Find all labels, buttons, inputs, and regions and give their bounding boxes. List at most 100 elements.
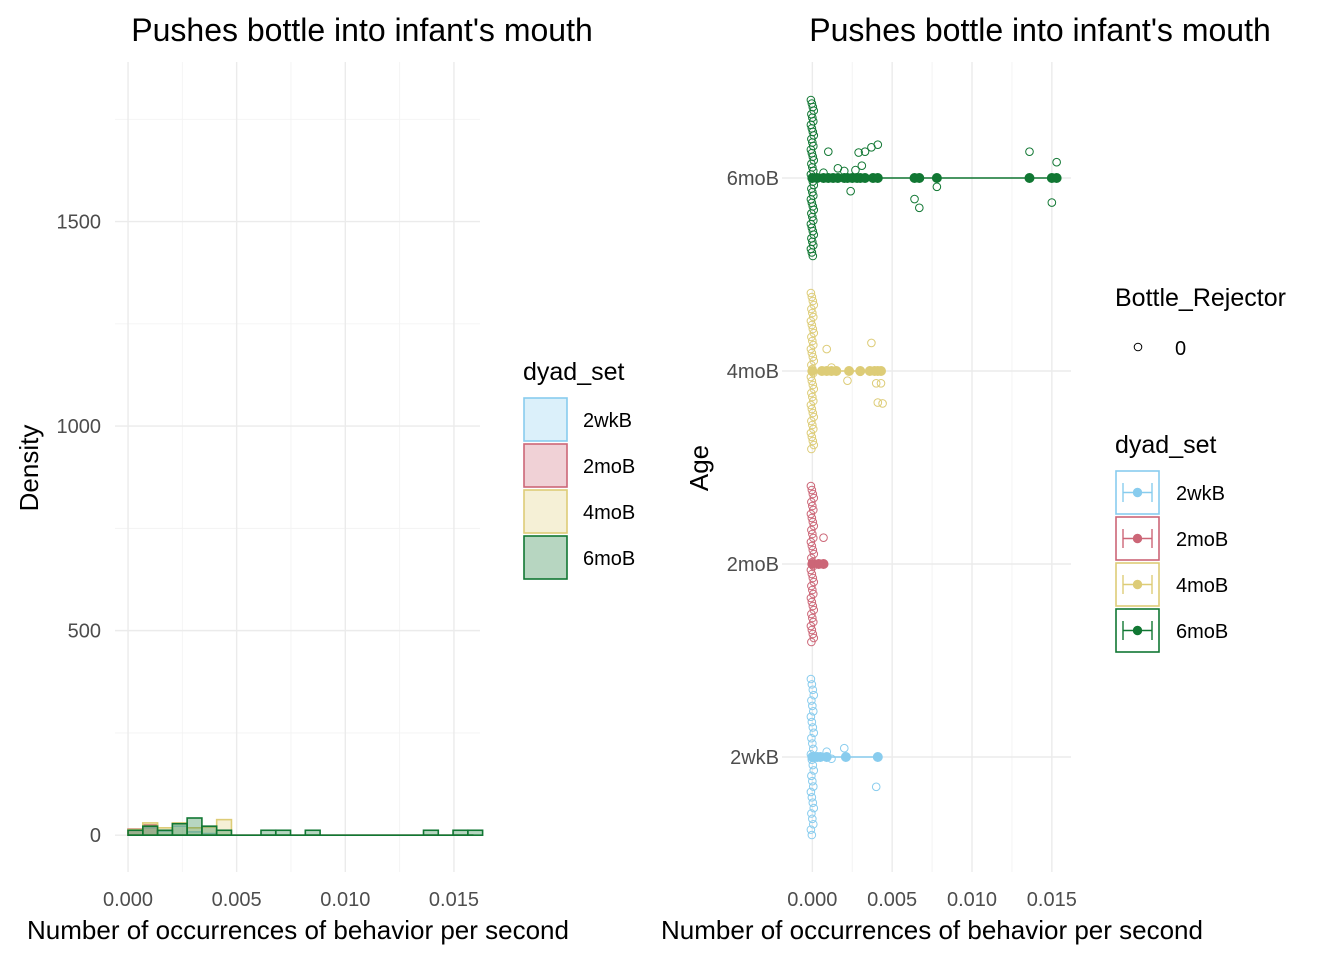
histogram-bar-6moB bbox=[156, 829, 174, 836]
histogram-panel: 0 500 1000 1500 0.000 0.005 0.010 0.015 Pushes… bbox=[14, 12, 635, 945]
histogram-bar-6moB bbox=[452, 829, 469, 836]
dyad-set-legend-key-2moB bbox=[1115, 516, 1160, 561]
jitter-point-2wkB bbox=[808, 776, 817, 786]
mean-point-6moB bbox=[1051, 173, 1062, 183]
histogram-bar-6moB bbox=[186, 817, 203, 836]
jitter-point-2wkB bbox=[807, 809, 816, 818]
jitter-point-2wkB bbox=[809, 728, 819, 738]
jitter-point-2wkB bbox=[808, 739, 817, 748]
histogram-legend-label: 2moB bbox=[583, 456, 635, 478]
histogram-y-tick-label: 1000 bbox=[57, 416, 102, 438]
jitter-point-2moB bbox=[807, 485, 817, 495]
mean-point-4moB bbox=[875, 366, 886, 376]
jitter-point-2wkB bbox=[806, 825, 816, 834]
jitter-point-6moB bbox=[854, 148, 863, 157]
dyad-set-legend-key-4moB bbox=[1115, 562, 1160, 607]
jitter-x-axis-title: Number of occurrences of behavior per se… bbox=[661, 915, 1203, 945]
jitter-point-2wkB bbox=[808, 706, 818, 716]
jitter-point-2wkB bbox=[807, 696, 816, 705]
jitter-point-2moB bbox=[807, 597, 817, 607]
histogram-y-tick-label: 1500 bbox=[57, 212, 102, 234]
histogram-y-tick-label: 500 bbox=[68, 621, 101, 643]
jitter-point-4moB bbox=[806, 316, 816, 326]
jitter-point-4moB bbox=[808, 420, 817, 430]
histogram-bar-6moB bbox=[422, 829, 440, 836]
histogram-bar-6moB bbox=[467, 829, 484, 836]
jitter-point-2wkB bbox=[807, 680, 817, 689]
jitter-point-6moB bbox=[1025, 147, 1034, 156]
histogram-y-ticks: 0 500 1000 1500 bbox=[57, 212, 102, 848]
jitter-point-4moB bbox=[807, 432, 817, 442]
histogram-x-axis-title: Number of occurrences of behavior per se… bbox=[27, 915, 569, 945]
jitter-point-4moB bbox=[808, 352, 818, 362]
mean-point-4moB bbox=[855, 366, 866, 376]
jitter-point-4moB bbox=[808, 380, 818, 390]
mean-point-2wkB bbox=[872, 752, 883, 762]
jitter-point-4moB bbox=[807, 416, 816, 426]
histogram-x-ticks: 0.000 0.005 0.010 0.015 bbox=[103, 889, 479, 911]
bottle-rejector-legend-title: Bottle_Rejector bbox=[1115, 284, 1286, 312]
histogram-x-tick-label: 0.005 bbox=[212, 889, 262, 911]
jitter-point-2wkB bbox=[807, 830, 817, 840]
jitter-point-2wkB bbox=[808, 814, 817, 824]
jitter-point-4moB bbox=[807, 320, 817, 330]
jitter-point-2wkB bbox=[806, 712, 816, 721]
jitter-x-ticks: 0.000 0.005 0.010 0.015 bbox=[787, 889, 1077, 911]
histogram-bar-6moB bbox=[260, 829, 277, 836]
histogram-bar-6moB bbox=[171, 822, 188, 836]
jitter-point-6moB bbox=[846, 186, 855, 196]
jitter-point-2moB bbox=[808, 585, 817, 595]
histogram-legend-key-2wkB bbox=[523, 397, 568, 442]
jitter-point-4moB bbox=[867, 338, 876, 348]
jitter-marks bbox=[806, 95, 1062, 840]
mean-point-6moB bbox=[914, 173, 925, 183]
jitter-point-4moB bbox=[808, 408, 818, 418]
jitter-point-6moB bbox=[807, 248, 817, 257]
histogram-bar-6moB bbox=[304, 829, 321, 836]
jitter-point-2moB bbox=[807, 637, 816, 647]
jitter-point-2wkB bbox=[809, 690, 819, 700]
histogram-x-tick-label: 0.010 bbox=[320, 889, 370, 911]
histogram-bar-6moB bbox=[127, 829, 144, 836]
bottle-rejector-legend-key bbox=[1133, 342, 1143, 352]
jitter-point-2moB bbox=[808, 489, 818, 499]
jitter-point-4moB bbox=[808, 336, 817, 346]
jitter-point-2wkB bbox=[807, 717, 817, 727]
jitter-point-4moB bbox=[807, 444, 816, 454]
jitter-point-2wkB bbox=[809, 803, 819, 813]
histogram-y-tick-label: 0 bbox=[90, 825, 101, 847]
jitter-point-2wkB bbox=[808, 723, 818, 732]
histogram-bar-6moB bbox=[201, 825, 218, 836]
mean-point-2wkB bbox=[821, 752, 832, 762]
jitter-point-4moB bbox=[808, 324, 818, 334]
jitter-y-tick-label: 2wkB bbox=[730, 747, 779, 769]
histogram-y-axis-title: Density bbox=[14, 425, 44, 512]
jitter-panel: 2wkB 2moB 4moB 6moB 0.000 0.005 0.010 0.015 Pu… bbox=[661, 12, 1286, 945]
dyad-set-legend-glyph-point bbox=[1132, 487, 1143, 498]
dyad-set-legend-label: 2wkB bbox=[1176, 483, 1225, 505]
histogram-bar-6moB bbox=[142, 825, 159, 836]
jitter-point-4moB bbox=[808, 308, 817, 318]
jitter-point-4moB bbox=[876, 378, 886, 388]
dyad-set-legend-label: 4moB bbox=[1176, 575, 1228, 597]
histogram-legend-label: 6moB bbox=[583, 548, 635, 570]
jitter-point-2moB bbox=[806, 509, 816, 519]
jitter-point-6moB bbox=[873, 140, 883, 149]
jitter-point-4moB bbox=[807, 292, 817, 302]
jitter-point-4moB bbox=[807, 304, 816, 314]
jitter-point-2moB bbox=[807, 625, 817, 635]
jitter-point-2wkB bbox=[871, 782, 881, 792]
jitter-point-2moB bbox=[808, 573, 818, 583]
jitter-point-2moB bbox=[807, 525, 816, 535]
jitter-point-2wkB bbox=[808, 701, 817, 711]
histogram-x-tick-label: 0.000 bbox=[103, 889, 153, 911]
jitter-point-2moB bbox=[806, 593, 816, 603]
histogram-bars bbox=[127, 817, 484, 836]
jitter-point-2moB bbox=[807, 569, 817, 579]
jitter-point-4moB bbox=[807, 376, 817, 386]
jitter-point-2moB bbox=[808, 629, 818, 639]
jitter-point-2moB bbox=[808, 501, 817, 511]
jitter-point-2moB bbox=[807, 513, 817, 523]
jitter-point-6moB bbox=[808, 251, 818, 261]
dyad-set-legend-title: dyad_set bbox=[1115, 431, 1217, 459]
